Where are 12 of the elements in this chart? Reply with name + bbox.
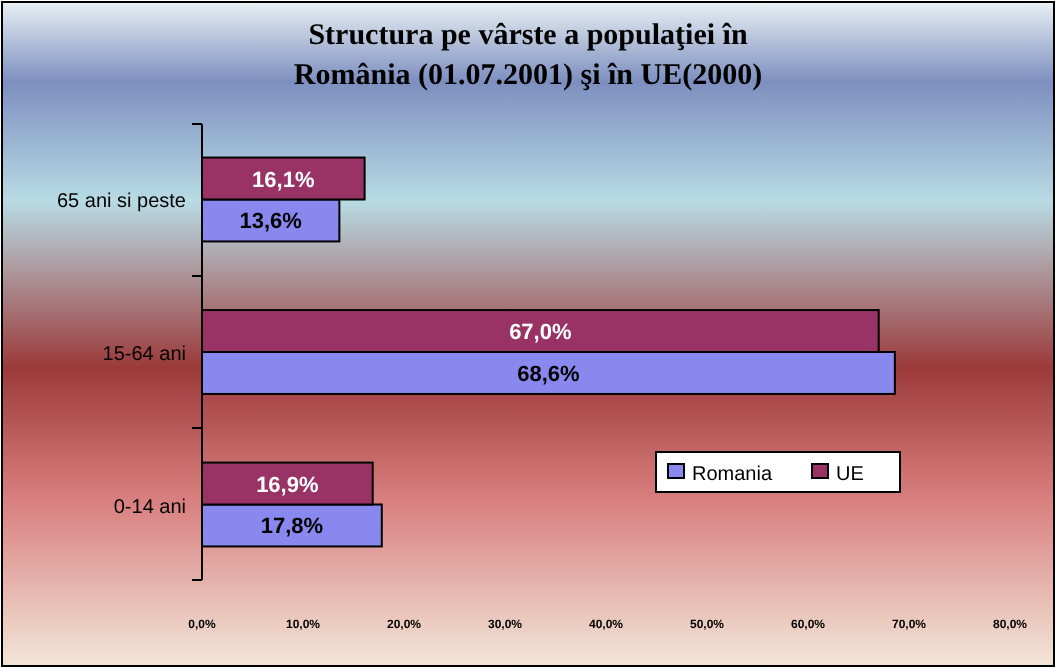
data-label: 16,1%: [252, 168, 315, 193]
y-tick-label: 65 ani si peste: [57, 191, 187, 214]
data-label: 17,8%: [260, 515, 324, 540]
data-label: 68,6%: [517, 362, 581, 387]
data-label: 16,9%: [256, 473, 319, 498]
data-label: 67,0%: [509, 321, 572, 346]
legend-label: Romania: [692, 464, 773, 486]
y-tick-label: 0-14 ani: [113, 496, 186, 519]
y-tick-label: 15-64 ani: [102, 344, 186, 366]
data-label: 13,6%: [239, 210, 303, 235]
legend-label: UE: [836, 464, 865, 486]
chart-title: Structura pe vârste a populaţiei în România (01.07.2001) şi în UE(2000): [293, 20, 763, 92]
